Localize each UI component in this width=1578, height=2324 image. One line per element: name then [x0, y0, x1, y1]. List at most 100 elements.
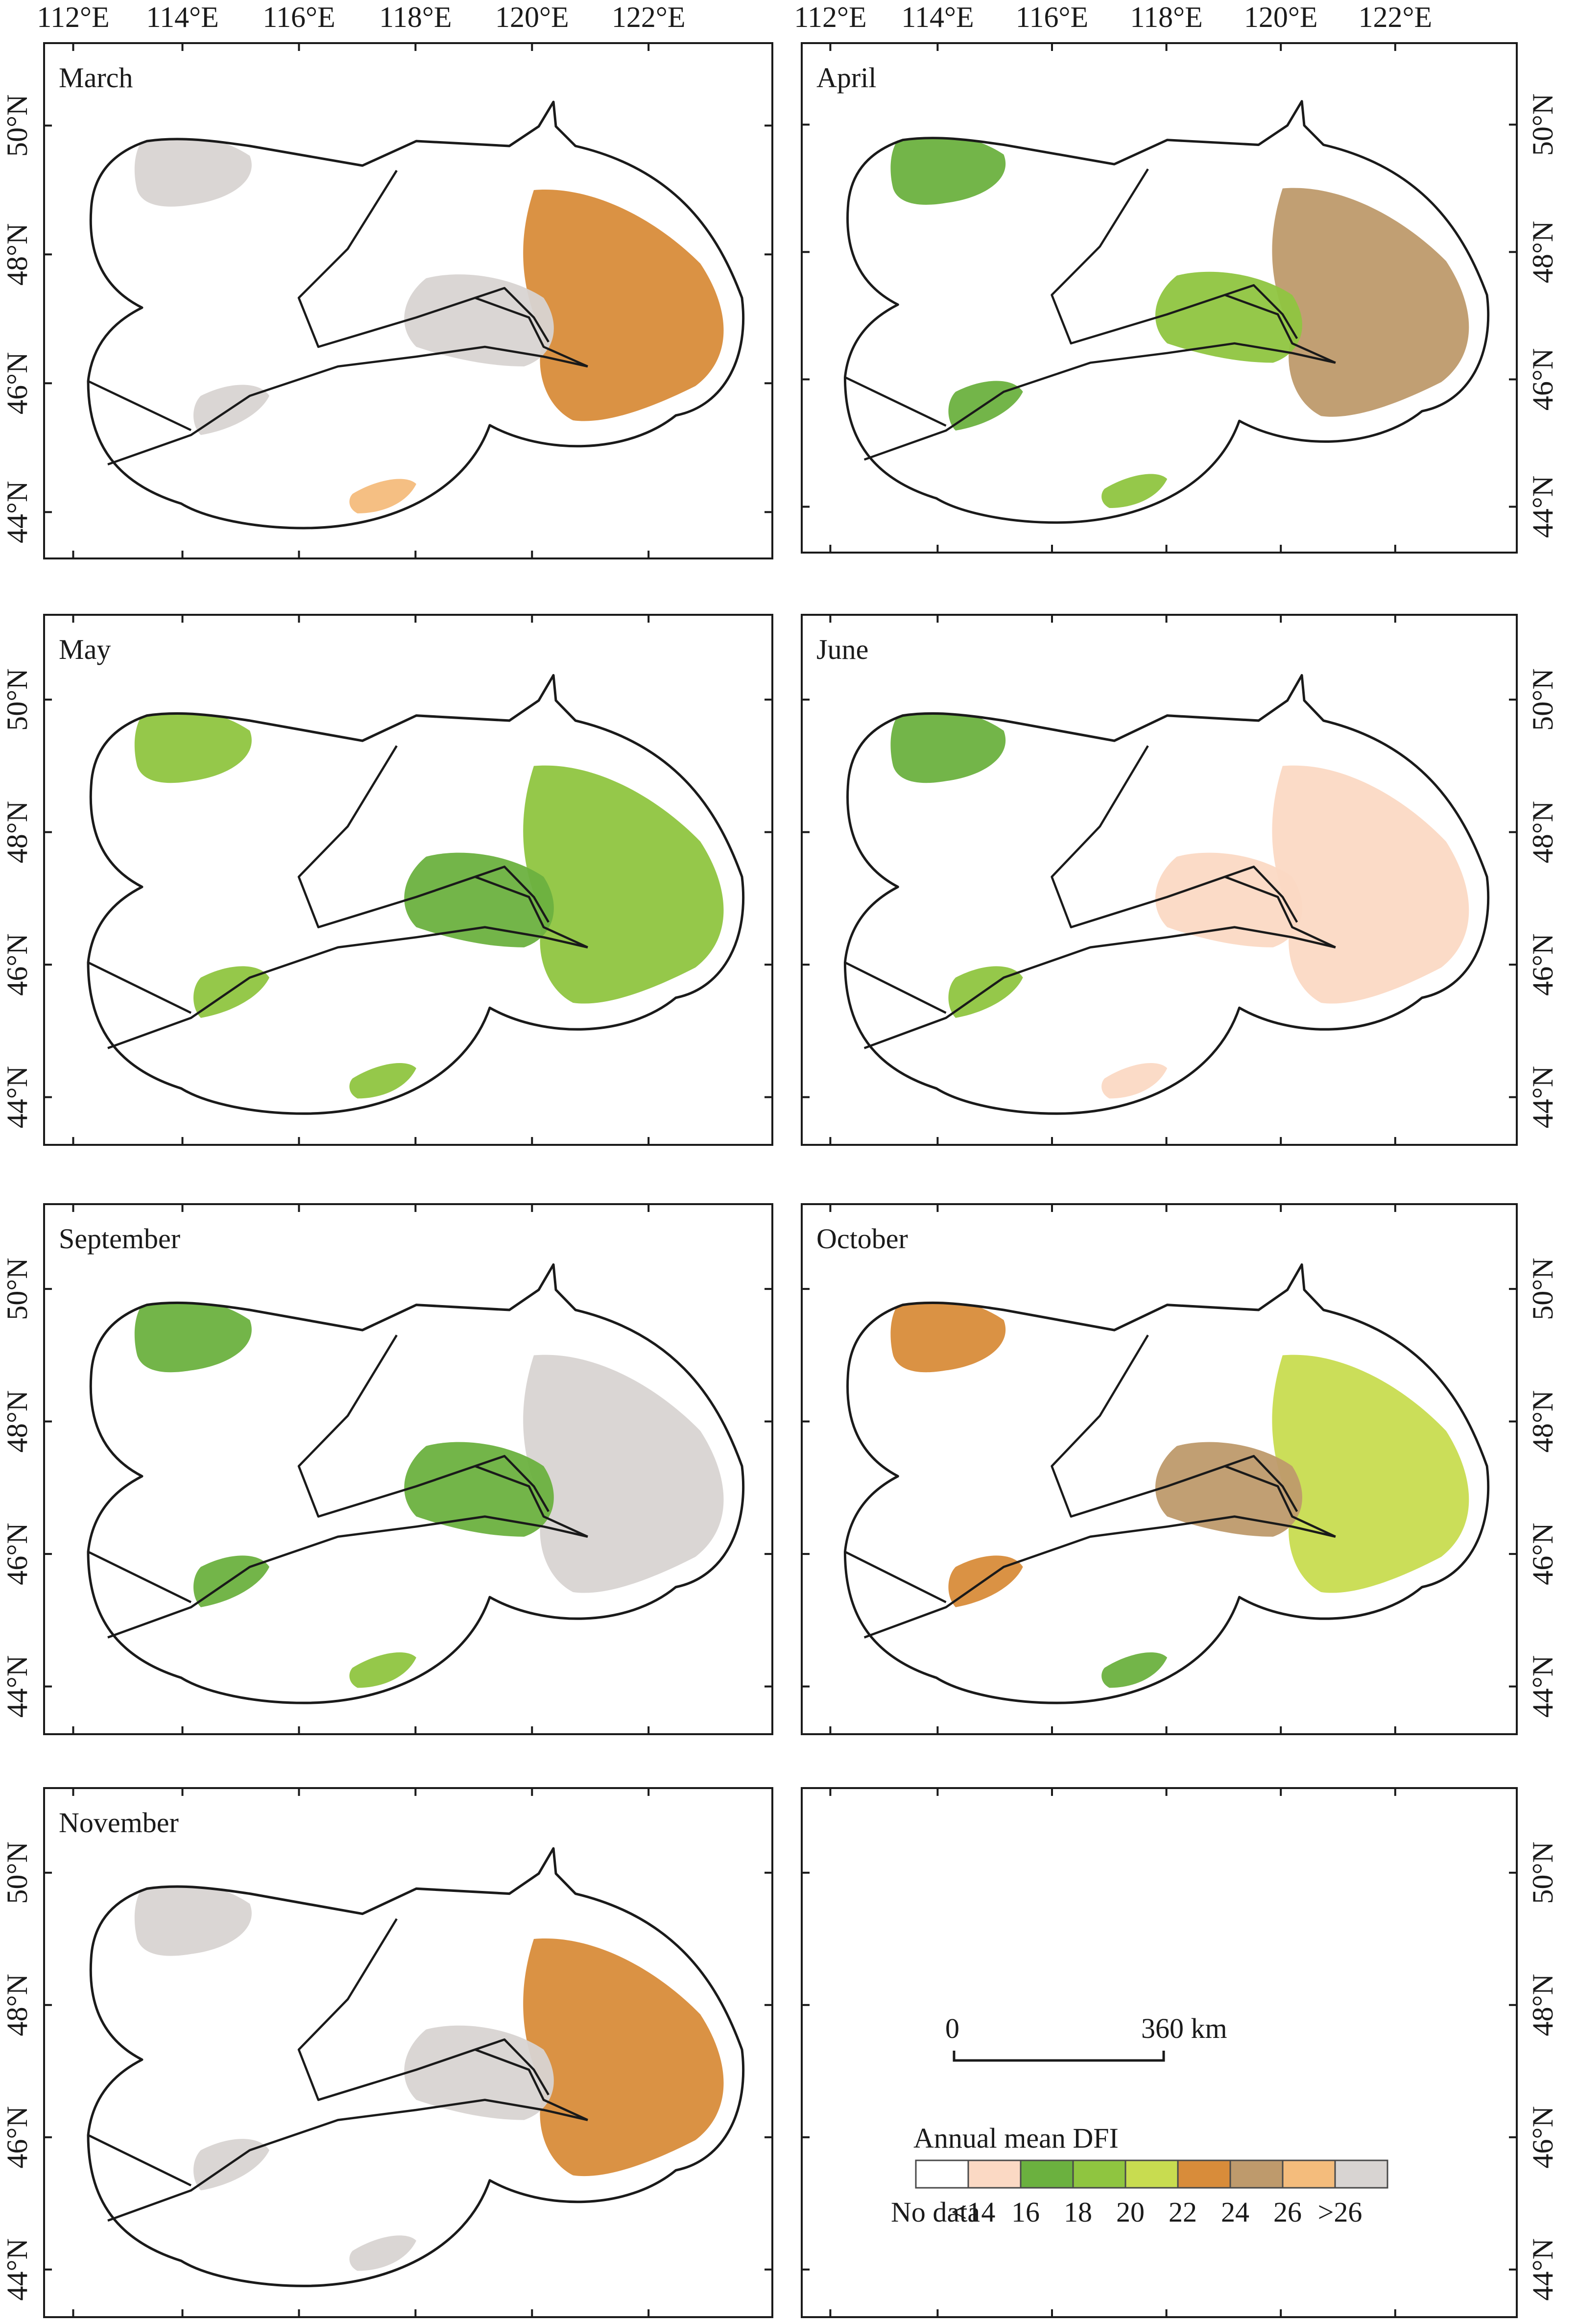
legend-label: No data	[891, 2196, 980, 2228]
dfi-zone-nw	[134, 708, 252, 783]
dfi-zone-east	[523, 1355, 724, 1593]
admin-boundary	[1224, 284, 1298, 339]
dfi-zone-nw	[890, 1297, 1006, 1373]
lon-label: 114°E	[146, 1, 218, 33]
lon-label: 112°E	[37, 1, 109, 33]
lat-label: 48°N	[1527, 801, 1559, 863]
admin-boundary	[1051, 168, 1336, 364]
admin-boundary	[475, 865, 550, 923]
legend-swatch	[1020, 2159, 1074, 2189]
legend-label: 26	[1273, 2196, 1302, 2228]
lat-label: 48°N	[1, 1390, 33, 1452]
dfi-zone-west	[948, 381, 1023, 431]
admin-boundary	[1051, 745, 1336, 948]
admin-boundary	[107, 345, 588, 466]
map-panel-legend-panel	[801, 1787, 1518, 2318]
panel-frame	[43, 1203, 773, 1735]
admin-boundary	[107, 1515, 588, 1639]
lat-label: 50°N	[1, 668, 33, 730]
dfi-zone-nw	[134, 134, 252, 207]
dfi-zone-nw	[134, 1881, 252, 1956]
dfi-zone-west	[948, 1555, 1023, 1607]
lon-label: 120°E	[495, 1, 569, 33]
lat-label: 48°N	[1527, 1974, 1559, 2036]
lat-label: 44°N	[1527, 1066, 1559, 1128]
legend-label: 20	[1116, 2196, 1145, 2228]
lat-label: 44°N	[1, 1655, 33, 1718]
panel-title: September	[59, 1223, 180, 1255]
lat-label: 44°N	[1527, 2238, 1559, 2300]
dfi-zone-east	[523, 765, 724, 1004]
dfi-zone-center	[404, 852, 554, 947]
dfi-zone-east	[1272, 188, 1469, 417]
panel-title: May	[59, 633, 111, 665]
region-boundary	[843, 674, 1490, 1115]
admin-boundary	[1224, 865, 1298, 923]
region-boundary	[87, 674, 745, 1115]
lon-label: 112°E	[794, 1, 866, 33]
study-region	[843, 674, 1490, 1115]
lat-label: 50°N	[1527, 1841, 1559, 1904]
dfi-zone-center	[404, 1442, 554, 1537]
region-boundary	[87, 1263, 745, 1704]
map-panel-october: October	[801, 1203, 1518, 1735]
admin-boundary	[297, 1334, 588, 1538]
study-region	[87, 1263, 745, 1704]
dfi-zone-east	[1272, 1355, 1469, 1593]
legend-label: 24	[1221, 2196, 1249, 2228]
panel-title: June	[816, 633, 868, 665]
admin-boundary	[844, 1550, 947, 1603]
lat-label: 46°N	[1, 933, 33, 995]
legend-label: >26	[1318, 2196, 1363, 2228]
lon-label: 116°E	[263, 1, 335, 33]
admin-boundary	[297, 1918, 588, 2121]
admin-boundary	[475, 287, 550, 343]
panel-frame	[43, 42, 773, 559]
lat-label: 50°N	[1, 95, 33, 157]
lat-label: 44°N	[1, 2238, 33, 2300]
legend-swatch	[967, 2159, 1022, 2189]
map-panel-may: May	[43, 614, 773, 1146]
lon-label: 122°E	[612, 1, 686, 33]
dfi-zone-east	[523, 190, 724, 421]
admin-boundary	[88, 1550, 191, 1603]
lat-label: 46°N	[1, 2106, 33, 2168]
admin-boundary	[863, 342, 1336, 461]
lat-label: 44°N	[1, 1066, 33, 1128]
lat-label: 46°N	[1527, 2106, 1559, 2168]
lon-label: 122°E	[1358, 1, 1432, 33]
dfi-zone-center	[404, 2025, 554, 2120]
lat-label: 44°N	[1527, 476, 1559, 538]
admin-boundary	[863, 926, 1336, 1049]
study-region	[87, 1847, 745, 2287]
legend-swatch	[915, 2159, 969, 2189]
dfi-zone-nw	[890, 708, 1006, 783]
admin-boundary	[475, 2038, 550, 2096]
lat-label: 46°N	[1527, 1523, 1559, 1585]
dfi-zone-nw	[134, 1297, 252, 1373]
lat-label: 50°N	[1527, 94, 1559, 156]
lat-label: 50°N	[1, 1258, 33, 1320]
scale-bar-start-label: 0	[945, 2012, 959, 2044]
legend-label: <14	[951, 2196, 996, 2228]
dfi-zone-south	[1101, 1652, 1168, 1688]
region-boundary	[843, 1263, 1490, 1704]
admin-boundary	[88, 2134, 191, 2187]
lon-label: 114°E	[901, 1, 974, 33]
panel-frame	[801, 1787, 1518, 2318]
dfi-zone-center	[1155, 1442, 1302, 1537]
admin-boundary	[88, 380, 191, 432]
dfi-zone-south	[349, 2235, 416, 2271]
dfi-zone-center	[1155, 271, 1302, 363]
panel-frame	[801, 614, 1518, 1146]
panel-frame	[801, 1203, 1518, 1735]
study-region	[87, 100, 745, 530]
scale-bar: 0 360 km	[945, 2012, 1227, 2062]
lon-label: 118°E	[379, 1, 452, 33]
map-panel-november: November	[43, 1787, 773, 2318]
admin-boundary	[475, 1454, 550, 1512]
lon-label: 120°E	[1244, 1, 1318, 33]
admin-boundary	[297, 169, 588, 368]
legend-swatch	[1282, 2159, 1336, 2189]
